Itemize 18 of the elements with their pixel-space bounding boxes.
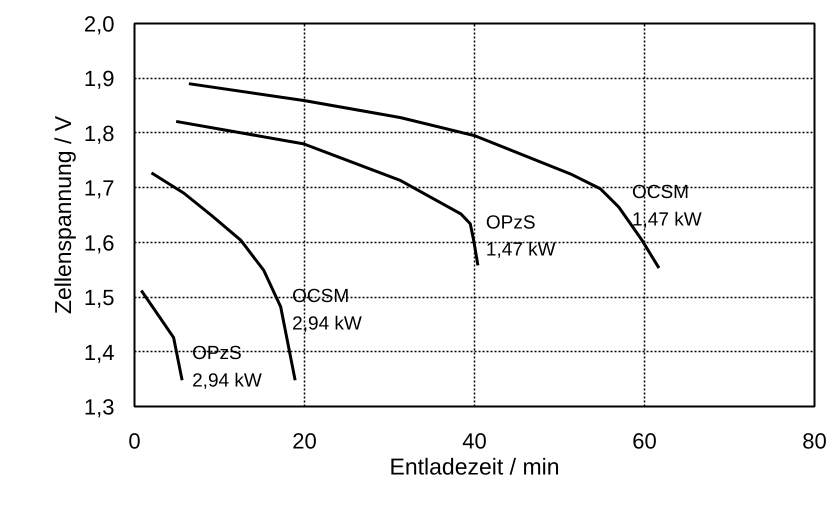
series-label: OCSM 2,94 kW bbox=[292, 286, 362, 335]
series-label: OPzS 1,47 kW bbox=[486, 212, 556, 261]
y-tick-label: 1,4 bbox=[84, 340, 115, 365]
x-tick-label: 0 bbox=[128, 428, 141, 454]
y-tick-label: 1,6 bbox=[84, 230, 115, 256]
y-tick-label: 1,7 bbox=[84, 176, 115, 201]
y-tick-label: 1,8 bbox=[84, 120, 115, 146]
y-tick-label: 1,3 bbox=[84, 394, 115, 420]
x-tick-label: 40 bbox=[462, 428, 487, 454]
y-tick-label: 1,9 bbox=[84, 66, 115, 92]
y-axis-title: Zellenspannung / V bbox=[50, 115, 76, 314]
x-tick-label: 20 bbox=[292, 428, 317, 454]
x-tick-label: 60 bbox=[632, 428, 657, 454]
y-tick-label: 1,5 bbox=[84, 285, 115, 310]
series-label: OPzS 2,94 kW bbox=[192, 343, 262, 392]
x-tick-label: 80 bbox=[802, 428, 827, 454]
y-tick-label: 2,0 bbox=[84, 12, 115, 36]
x-axis-title: Entladezeit / min bbox=[389, 454, 560, 480]
